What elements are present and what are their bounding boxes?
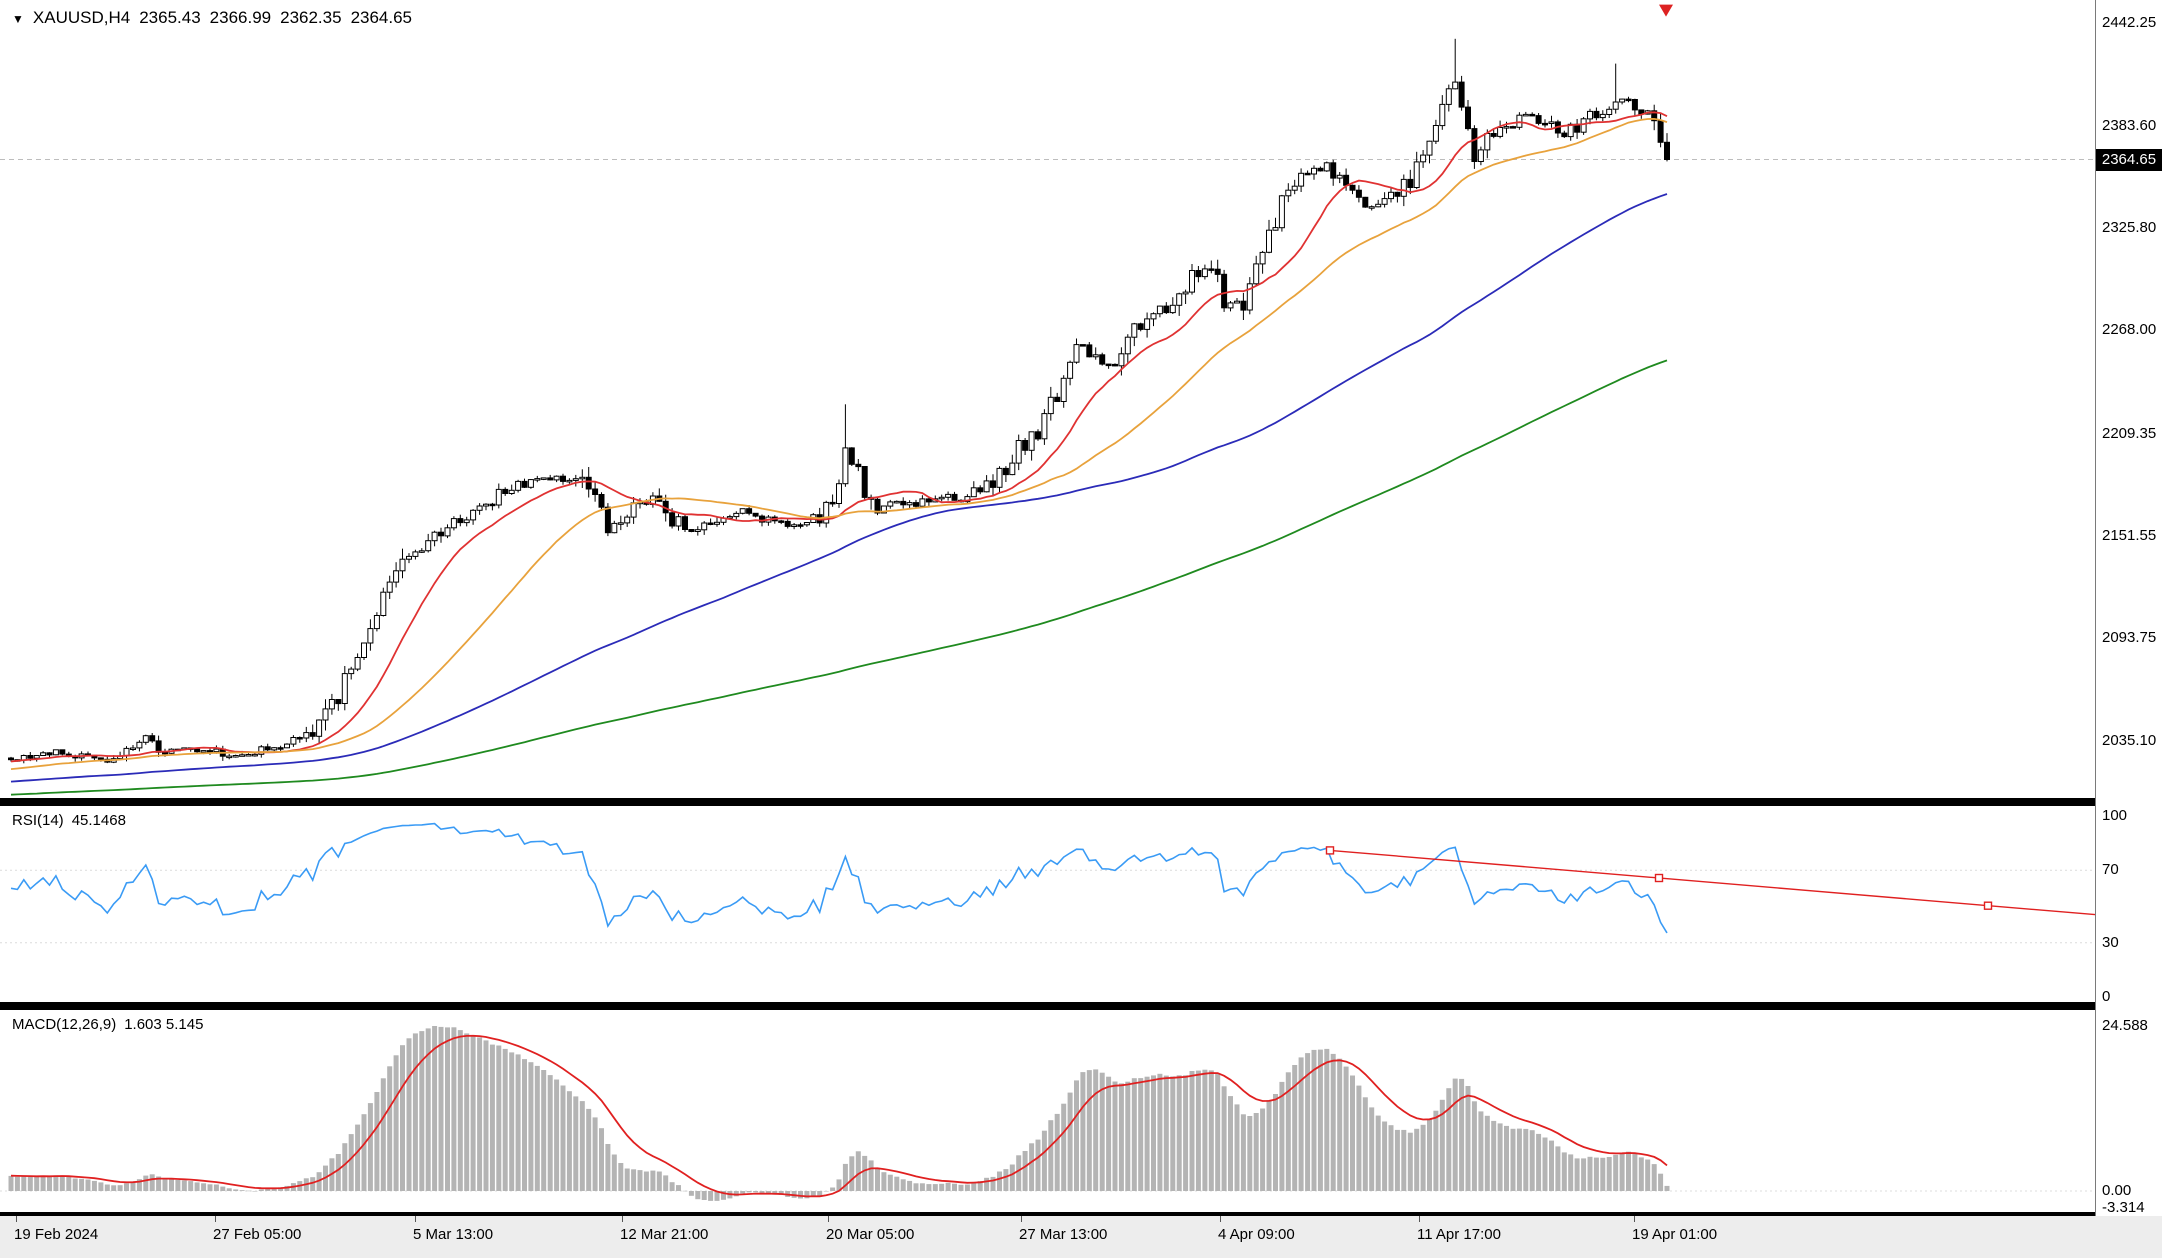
time-axis-label: 27 Mar 13:00 xyxy=(1019,1226,1108,1243)
trendline-anchor-handle xyxy=(1983,901,1993,910)
price-axis[interactable]: 2442.25 2383.60 2325.80 2268.00 2209.35 2151.… xyxy=(2095,0,2162,1216)
sell-arrow-icon xyxy=(1659,4,1673,17)
rsi-trendline xyxy=(1329,849,2095,916)
time-axis-label: 20 Mar 05:00 xyxy=(826,1226,915,1243)
time-axis-label: 19 Feb 2024 xyxy=(14,1226,99,1243)
rsi-indicator-label: RSI(14) 45.1468 xyxy=(12,812,126,829)
ma-medium-orange xyxy=(10,117,1668,770)
symbol-label: XAUUSD,H4 xyxy=(32,8,131,27)
time-axis-tick xyxy=(1021,1216,1022,1222)
rsi-scale-label: 100 xyxy=(2102,807,2128,824)
macd-scale-label: 24.588 xyxy=(2102,1017,2148,1034)
time-axis-label: 5 Mar 13:00 xyxy=(413,1226,494,1243)
ohlc-high: 2366.99 xyxy=(209,8,272,27)
panel-separator-main-rsi[interactable] xyxy=(0,798,2162,806)
ohlc-low: 2362.35 xyxy=(280,8,342,27)
ma-fast-red xyxy=(10,111,1668,763)
rsi-scale-label: 30 xyxy=(2102,934,2119,951)
time-axis-tick xyxy=(1634,1216,1635,1222)
macd-value: 1.603 5.145 xyxy=(124,1016,204,1033)
panel-separator-rsi-macd[interactable] xyxy=(0,1002,2162,1010)
rsi-name: RSI(14) xyxy=(12,812,64,829)
macd-scale-label: 0.00 xyxy=(2102,1182,2132,1199)
time-axis-tick xyxy=(415,1216,416,1222)
trendline-anchor-handle xyxy=(1654,873,1664,883)
time-axis-tick xyxy=(622,1216,623,1222)
macd-histogram xyxy=(8,1026,1670,1201)
macd-name: MACD(12,26,9) xyxy=(12,1016,117,1033)
macd-panel-chart[interactable] xyxy=(0,1010,2095,1212)
time-axis-tick xyxy=(1220,1216,1221,1222)
macd-signal-line xyxy=(10,1034,1668,1198)
ohlc-open: 2365.43 xyxy=(139,8,201,27)
macd-indicator-label: MACD(12,26,9) 1.603 5.145 xyxy=(12,1016,203,1033)
price-axis-label: 2209.35 xyxy=(2102,425,2157,442)
ma-slowest-green xyxy=(10,359,1668,796)
time-axis-tick xyxy=(16,1216,17,1222)
symbol-dropdown-icon[interactable]: ▼ xyxy=(12,12,24,26)
price-chart[interactable] xyxy=(0,0,2095,798)
time-axis[interactable]: 19 Feb 2024 27 Feb 05:00 5 Mar 13:00 12 Mar… xyxy=(0,1216,2162,1258)
time-axis-label: 19 Apr 01:00 xyxy=(1632,1226,1718,1243)
time-axis-label: 12 Mar 21:00 xyxy=(620,1226,709,1243)
trendline-anchor-handle xyxy=(1325,846,1335,855)
chart-bottom-border xyxy=(0,1212,2162,1216)
current-price-box: 2364.65 xyxy=(2096,149,2162,171)
time-axis-tick xyxy=(1419,1216,1420,1222)
price-axis-label: 2035.10 xyxy=(2102,732,2157,749)
macd-scale-label: -3.314 xyxy=(2102,1199,2145,1216)
rsi-scale-label: 0 xyxy=(2102,988,2111,1005)
price-axis-label: 2442.25 xyxy=(2102,14,2157,31)
candles xyxy=(8,38,1670,764)
price-axis-label: 2268.00 xyxy=(2102,321,2157,338)
ma-slow-blue xyxy=(10,193,1668,783)
price-axis-label: 2383.60 xyxy=(2102,117,2157,134)
price-axis-label: 2325.80 xyxy=(2102,219,2157,236)
price-axis-label: 2093.75 xyxy=(2102,629,2157,646)
rsi-scale-label: 70 xyxy=(2102,861,2119,878)
rsi-value: 45.1468 xyxy=(71,812,126,829)
chart-title: ▼ XAUUSD,H4 2365.43 2366.99 2362.35 2364… xyxy=(12,8,412,28)
time-axis-label: 4 Apr 09:00 xyxy=(1218,1226,1295,1243)
time-axis-label: 11 Apr 17:00 xyxy=(1417,1226,1501,1243)
rsi-line xyxy=(10,822,1668,934)
time-axis-tick xyxy=(215,1216,216,1222)
time-axis-tick xyxy=(828,1216,829,1222)
rsi-panel-chart[interactable] xyxy=(0,806,2095,1002)
ohlc-close: 2364.65 xyxy=(350,8,413,27)
price-axis-label: 2151.55 xyxy=(2102,527,2157,544)
time-axis-label: 27 Feb 05:00 xyxy=(213,1226,302,1243)
